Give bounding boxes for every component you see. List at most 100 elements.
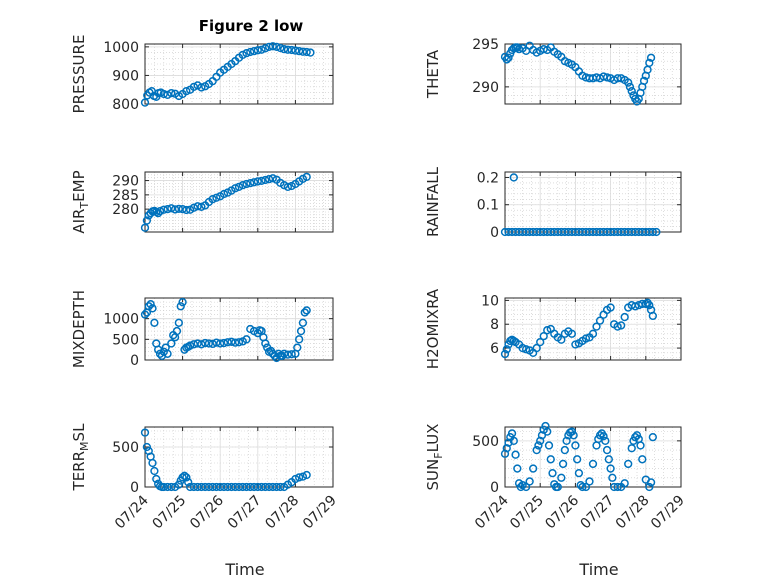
data-point xyxy=(639,76,649,86)
data-point xyxy=(574,469,584,478)
data-point xyxy=(287,350,296,359)
data-point xyxy=(268,174,277,183)
data-point xyxy=(543,427,552,436)
y-axis-label: MIXDEPTH xyxy=(70,290,88,368)
data-point xyxy=(602,445,612,455)
data-point xyxy=(646,478,656,487)
data-point xyxy=(302,172,311,182)
data-point xyxy=(261,175,270,185)
data-point xyxy=(184,478,193,487)
data-point xyxy=(620,479,629,488)
data-point xyxy=(502,444,511,453)
y-tick-label: 0.1 xyxy=(477,198,499,214)
data-point xyxy=(553,482,562,492)
data-point xyxy=(163,349,172,358)
y-tick-label: 0 xyxy=(130,480,139,496)
x-tick-label: 07/26 xyxy=(187,492,227,532)
data-point xyxy=(272,42,281,52)
data-point xyxy=(602,73,612,82)
data-point xyxy=(249,178,259,187)
data-point xyxy=(624,459,633,469)
data-point xyxy=(246,178,255,188)
data-point xyxy=(306,48,315,57)
axes-box xyxy=(504,43,682,105)
data-point xyxy=(231,184,240,193)
data-point xyxy=(543,326,552,335)
data-point xyxy=(595,431,605,440)
y-tick-label: 500 xyxy=(112,440,139,456)
data-point xyxy=(557,335,566,344)
subplot-3: 0 0.1 0.2 RAINFALL xyxy=(424,166,682,241)
data-point xyxy=(197,83,206,92)
data-point xyxy=(242,179,251,189)
data-point xyxy=(511,450,520,459)
data-point xyxy=(509,173,518,182)
x-axis-label: Time xyxy=(224,560,264,579)
x-tick-label: 07/29 xyxy=(300,493,340,533)
data-point xyxy=(513,43,522,52)
data-point xyxy=(521,345,531,354)
figure-title: Figure 2 low xyxy=(199,17,304,35)
subplot-4: 0 500 1000 MIXDEPTH xyxy=(70,290,334,369)
data-point xyxy=(638,455,647,464)
y-tick-label: 285 xyxy=(112,188,139,204)
data-point xyxy=(588,329,598,338)
y-tick-label: 0.2 xyxy=(477,170,499,186)
data-point xyxy=(219,189,229,199)
data-point xyxy=(276,482,285,492)
data-point xyxy=(636,441,645,450)
data-point xyxy=(645,58,654,68)
data-point xyxy=(167,88,176,98)
data-point xyxy=(295,46,304,56)
data-point xyxy=(648,433,657,442)
y-tick-label: 8 xyxy=(490,317,499,333)
data-point xyxy=(500,349,510,359)
data-point xyxy=(268,42,277,51)
data-point xyxy=(278,351,287,361)
data-point xyxy=(150,318,159,327)
data-point xyxy=(174,204,183,214)
data-point xyxy=(548,469,557,478)
data-point xyxy=(529,464,538,473)
data-point xyxy=(167,339,176,348)
data-point xyxy=(546,455,555,464)
data-point xyxy=(298,318,308,327)
y-axis-label: PRESSURE xyxy=(70,35,88,114)
y-tick-label: 1000 xyxy=(103,40,139,56)
x-tick-label: 07/26 xyxy=(542,492,582,532)
data-point xyxy=(182,473,191,482)
y-axis-label: AIRTEMP xyxy=(70,170,91,233)
x-tick-label: 07/27 xyxy=(578,493,618,533)
y-axis-label: THETA xyxy=(424,49,442,99)
x-tick-label: 07/28 xyxy=(613,493,653,533)
data-point xyxy=(140,428,150,437)
x-tick-label: 07/25 xyxy=(150,493,190,533)
data-point xyxy=(291,46,300,55)
data-point xyxy=(541,421,550,431)
data-point xyxy=(178,473,187,482)
data-point xyxy=(625,82,635,92)
data-point xyxy=(287,45,296,55)
axes-box xyxy=(504,297,682,361)
data-point xyxy=(189,82,199,92)
data-point xyxy=(606,303,615,312)
data-point xyxy=(645,301,654,310)
data-point xyxy=(283,45,293,54)
data-point xyxy=(174,318,183,327)
data-point xyxy=(620,312,629,322)
data-point xyxy=(567,329,577,338)
data-point xyxy=(627,86,636,96)
y-tick-label: 280 xyxy=(112,202,139,218)
data-point xyxy=(283,182,293,192)
data-point xyxy=(178,204,187,214)
data-point xyxy=(176,302,185,311)
data-point xyxy=(302,470,311,480)
data-point xyxy=(518,343,527,353)
data-point xyxy=(645,482,654,492)
data-point xyxy=(576,481,585,490)
y-axis-label: TERRMSL xyxy=(70,423,91,492)
axes-box xyxy=(144,297,334,361)
data-point xyxy=(216,339,225,348)
